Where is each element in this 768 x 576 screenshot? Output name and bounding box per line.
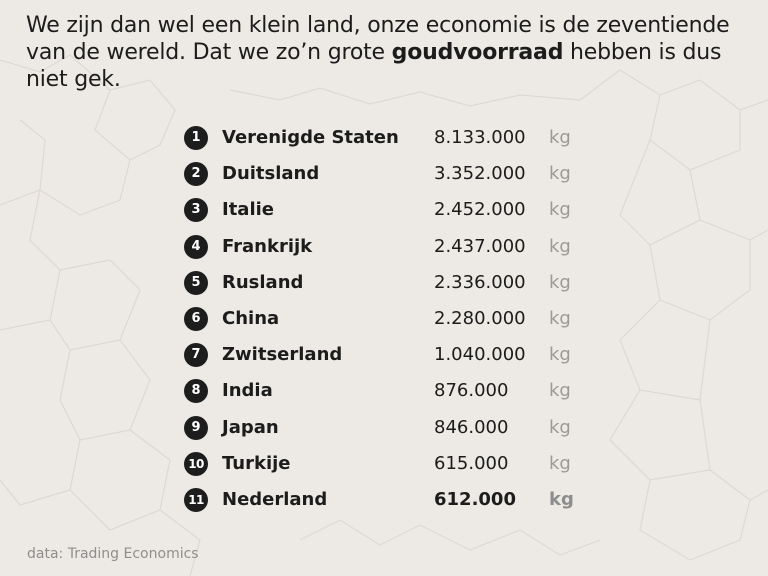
rank-badge: 4	[184, 234, 208, 259]
unit-label: kg	[549, 416, 571, 438]
rank-badge: 7	[184, 343, 208, 368]
unit-label: kg	[549, 163, 571, 185]
unit-label: kg	[549, 452, 571, 474]
ranking-row-highlighted: 11 Nederland 612.000 kg	[184, 483, 604, 519]
ranking-row: 10 Turkije 615.000 kg	[184, 447, 604, 483]
country-name: Duitsland	[222, 163, 320, 185]
gold-amount: 3.352.000	[434, 163, 526, 185]
gold-amount: 615.000	[434, 452, 509, 474]
gold-amount: 2.437.000	[434, 235, 526, 257]
rank-badge: 11	[184, 487, 208, 512]
gold-amount: 8.133.000	[434, 127, 526, 148]
rank-badge: 6	[184, 306, 208, 331]
unit-label: kg	[549, 271, 571, 293]
country-name: Japan	[222, 416, 279, 438]
rank-badge: 2	[184, 162, 208, 187]
headline: We zijn dan wel een klein land, onze eco…	[26, 12, 756, 93]
country-name: Frankrijk	[222, 235, 313, 257]
country-name: Verenigde Staten	[222, 127, 399, 148]
gold-amount: 846.000	[434, 416, 509, 438]
country-name: Nederland	[222, 488, 328, 510]
gold-reserves-ranking: 1 Verenigde Staten 8.133.000 kg 2 Duitsl…	[184, 121, 604, 519]
headline-text-end: hebben is dus niet gek.	[26, 40, 722, 92]
source-note: data: Trading Economics	[27, 546, 199, 562]
country-name: India	[222, 380, 273, 402]
unit-label: kg	[549, 380, 571, 402]
gold-amount: 2.452.000	[434, 199, 526, 221]
country-name: China	[222, 307, 280, 329]
gold-amount: 2.336.000	[434, 271, 526, 293]
unit-label: kg	[549, 307, 571, 329]
ranking-row: 2 Duitsland 3.352.000 kg	[184, 157, 604, 193]
unit-label: kg	[549, 488, 574, 510]
rank-badge: 9	[184, 415, 208, 440]
rank-badge: 5	[184, 270, 208, 295]
country-name: Turkije	[222, 452, 291, 474]
rank-badge: 3	[184, 198, 208, 223]
ranking-row: 8 India 876.000 kg	[184, 374, 604, 410]
unit-label: kg	[549, 199, 571, 221]
rank-badge: 8	[184, 379, 208, 404]
rank-badge: 1	[184, 126, 208, 150]
gold-amount: 612.000	[434, 488, 516, 510]
ranking-row: 9 Japan 846.000 kg	[184, 411, 604, 447]
ranking-row: 6 China 2.280.000 kg	[184, 302, 604, 338]
gold-amount: 876.000	[434, 380, 509, 402]
country-name: Zwitserland	[222, 344, 343, 366]
unit-label: kg	[549, 344, 571, 366]
rank-badge: 10	[184, 451, 208, 476]
country-name: Italie	[222, 199, 274, 221]
ranking-row: 1 Verenigde Staten 8.133.000 kg	[184, 121, 604, 157]
country-name: Rusland	[222, 271, 304, 293]
unit-label: kg	[549, 127, 571, 148]
ranking-row: 4 Frankrijk 2.437.000 kg	[184, 230, 604, 266]
ranking-row: 7 Zwitserland 1.040.000 kg	[184, 338, 604, 374]
headline-text-start: We zijn dan wel een klein land, onze eco…	[26, 13, 730, 65]
gold-amount: 2.280.000	[434, 307, 526, 329]
ranking-row: 5 Rusland 2.336.000 kg	[184, 266, 604, 302]
unit-label: kg	[549, 235, 571, 257]
ranking-row: 3 Italie 2.452.000 kg	[184, 193, 604, 229]
gold-amount: 1.040.000	[434, 344, 526, 366]
headline-highlight: goudvoorraad	[391, 40, 564, 65]
